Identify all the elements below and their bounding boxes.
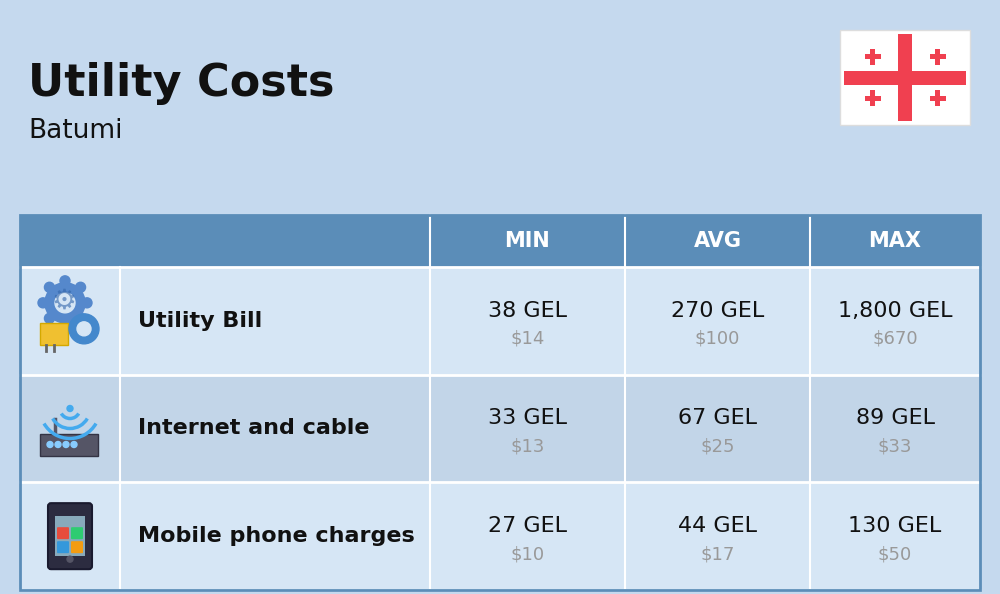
FancyBboxPatch shape — [930, 54, 946, 59]
FancyBboxPatch shape — [20, 215, 430, 267]
Circle shape — [44, 282, 54, 292]
FancyBboxPatch shape — [430, 215, 625, 267]
FancyBboxPatch shape — [810, 215, 980, 267]
Text: $13: $13 — [510, 438, 545, 456]
FancyBboxPatch shape — [57, 527, 69, 539]
FancyBboxPatch shape — [870, 49, 875, 65]
FancyBboxPatch shape — [71, 527, 83, 539]
FancyBboxPatch shape — [55, 516, 85, 556]
Text: Utility Bill: Utility Bill — [138, 311, 262, 331]
Text: $33: $33 — [878, 438, 912, 456]
Text: $10: $10 — [510, 545, 545, 563]
Text: 44 GEL: 44 GEL — [678, 516, 757, 536]
Circle shape — [82, 298, 92, 308]
Text: $17: $17 — [700, 545, 735, 563]
FancyBboxPatch shape — [40, 434, 98, 456]
Text: 130 GEL: 130 GEL — [848, 516, 942, 536]
Text: $100: $100 — [695, 330, 740, 348]
Circle shape — [55, 441, 61, 447]
FancyBboxPatch shape — [20, 375, 980, 482]
FancyBboxPatch shape — [71, 541, 83, 553]
FancyBboxPatch shape — [48, 503, 92, 569]
Text: 67 GEL: 67 GEL — [678, 409, 757, 428]
FancyBboxPatch shape — [840, 30, 970, 125]
Circle shape — [67, 556, 73, 562]
Circle shape — [76, 282, 86, 292]
FancyBboxPatch shape — [20, 267, 980, 375]
FancyBboxPatch shape — [20, 482, 980, 590]
FancyBboxPatch shape — [935, 49, 940, 65]
Text: Batumi: Batumi — [28, 118, 122, 144]
FancyBboxPatch shape — [864, 54, 881, 59]
Circle shape — [71, 441, 77, 447]
FancyBboxPatch shape — [935, 90, 940, 106]
FancyBboxPatch shape — [870, 90, 875, 106]
Text: 33 GEL: 33 GEL — [488, 409, 567, 428]
FancyBboxPatch shape — [40, 323, 68, 345]
Circle shape — [38, 298, 48, 308]
FancyBboxPatch shape — [864, 96, 881, 101]
Circle shape — [60, 320, 70, 330]
Circle shape — [45, 283, 85, 323]
Text: AVG: AVG — [694, 231, 742, 251]
Circle shape — [55, 293, 75, 313]
Circle shape — [77, 322, 91, 336]
Circle shape — [60, 276, 70, 286]
Circle shape — [76, 314, 86, 323]
FancyBboxPatch shape — [844, 71, 966, 84]
Text: ⚙: ⚙ — [52, 287, 76, 315]
Circle shape — [44, 314, 54, 323]
FancyBboxPatch shape — [930, 96, 946, 101]
Text: Mobile phone charges: Mobile phone charges — [138, 526, 415, 546]
Text: Utility Costs: Utility Costs — [28, 62, 334, 105]
Text: Internet and cable: Internet and cable — [138, 419, 370, 438]
Circle shape — [63, 441, 69, 447]
Text: 38 GEL: 38 GEL — [488, 301, 567, 321]
Text: MAX: MAX — [868, 231, 922, 251]
Text: 1,800 GEL: 1,800 GEL — [838, 301, 952, 321]
FancyBboxPatch shape — [898, 34, 912, 121]
Text: MIN: MIN — [505, 231, 550, 251]
Circle shape — [69, 314, 99, 344]
Text: 89 GEL: 89 GEL — [856, 409, 934, 428]
Text: 27 GEL: 27 GEL — [488, 516, 567, 536]
Text: 270 GEL: 270 GEL — [671, 301, 764, 321]
Text: $25: $25 — [700, 438, 735, 456]
FancyBboxPatch shape — [57, 541, 69, 553]
Circle shape — [67, 406, 73, 412]
FancyBboxPatch shape — [625, 215, 810, 267]
Circle shape — [47, 441, 53, 447]
Text: $14: $14 — [510, 330, 545, 348]
Text: $50: $50 — [878, 545, 912, 563]
Text: $670: $670 — [872, 330, 918, 348]
